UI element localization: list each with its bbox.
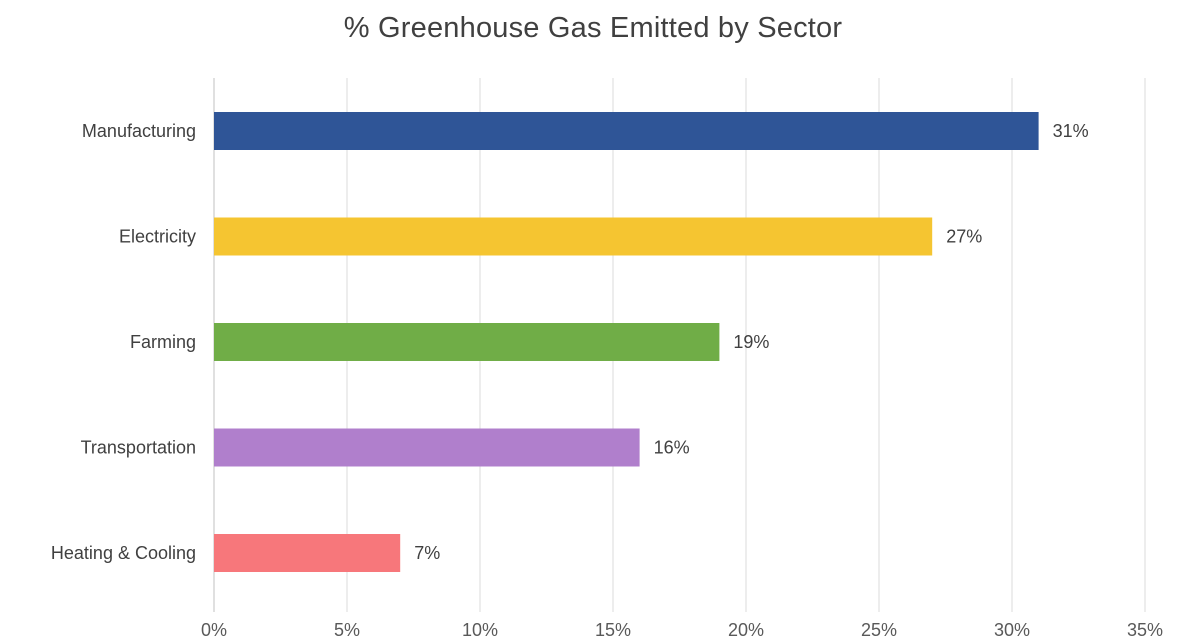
bar bbox=[214, 112, 1039, 150]
x-tick-label: 35% bbox=[1127, 620, 1163, 640]
data-label: 16% bbox=[654, 438, 690, 458]
bars bbox=[214, 112, 1039, 572]
x-tick-label: 20% bbox=[728, 620, 764, 640]
bar bbox=[214, 217, 933, 256]
category-label: Farming bbox=[130, 332, 196, 352]
data-label: 7% bbox=[414, 543, 440, 563]
category-label: Electricity bbox=[119, 227, 196, 247]
bar bbox=[214, 534, 401, 572]
bar bbox=[214, 323, 720, 361]
x-tick-label: 15% bbox=[595, 620, 631, 640]
x-tick-label: 5% bbox=[334, 620, 360, 640]
data-label: 31% bbox=[1053, 121, 1089, 141]
category-label: Heating & Cooling bbox=[51, 543, 196, 563]
bar bbox=[214, 428, 640, 467]
chart-title: % Greenhouse Gas Emitted by Sector bbox=[343, 12, 843, 44]
x-tick-label: 30% bbox=[994, 620, 1030, 640]
x-tick-label: 0% bbox=[201, 620, 227, 640]
category-label: Transportation bbox=[81, 438, 196, 458]
data-label: 27% bbox=[946, 227, 982, 247]
labels: 0% 5% 10% 15% 20% 25% 30% 35% Manufacturing 31% El… bbox=[51, 121, 1163, 640]
x-tick-label: 25% bbox=[861, 620, 897, 640]
category-label: Manufacturing bbox=[82, 121, 196, 141]
data-label: 19% bbox=[733, 332, 769, 352]
x-tick-label: 10% bbox=[462, 620, 498, 640]
